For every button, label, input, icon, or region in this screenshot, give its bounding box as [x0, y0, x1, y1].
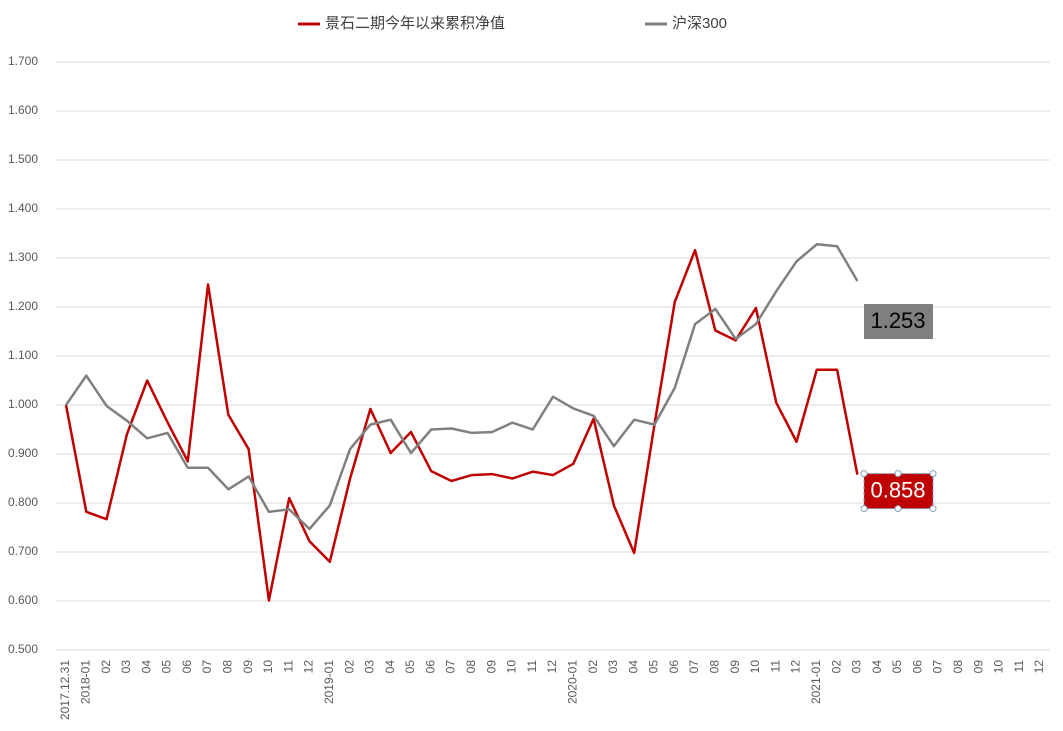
- x-tick-label: 10: [748, 660, 762, 674]
- x-tick-label: 02: [829, 660, 843, 674]
- y-tick-label: 0.600: [8, 593, 38, 607]
- selection-handle: [860, 505, 868, 513]
- x-tick-label: 07: [931, 660, 945, 674]
- y-tick-label: 0.700: [8, 544, 38, 558]
- x-tick-label: 2021-01: [809, 660, 823, 704]
- x-tick-label: 11: [281, 660, 295, 673]
- x-tick-label: 09: [484, 660, 498, 674]
- y-tick-label: 0.800: [8, 495, 38, 509]
- selection-handle: [860, 470, 868, 478]
- x-tick-label: 11: [1012, 660, 1026, 673]
- x-tick-label: 03: [363, 660, 377, 674]
- series-line: [64, 243, 859, 531]
- y-tick-label: 1.100: [8, 348, 38, 362]
- x-tick-label: 07: [200, 660, 214, 674]
- selection-handle: [894, 470, 902, 478]
- x-tick-label: 05: [160, 660, 174, 674]
- data-label: 1.253: [870, 308, 925, 333]
- x-tick-label: 05: [890, 660, 904, 674]
- x-tick-label: 11: [768, 660, 782, 673]
- y-tick-label: 1.300: [8, 250, 38, 264]
- x-tick-label: 12: [1032, 660, 1046, 674]
- x-tick-label: 10: [505, 660, 519, 674]
- y-tick-label: 1.000: [8, 397, 38, 411]
- x-tick-label: 07: [687, 660, 701, 674]
- x-tick-label: 04: [139, 660, 153, 674]
- x-tick-label: 11: [525, 660, 539, 673]
- selection-handle: [929, 470, 937, 478]
- data-label-box: [863, 473, 934, 510]
- x-tick-label: 06: [180, 660, 194, 674]
- series-line: [64, 248, 859, 602]
- x-tick-label: 2018-01: [78, 660, 92, 704]
- x-tick-label: 04: [626, 660, 640, 674]
- data-label-box: [864, 304, 933, 340]
- x-tick-label: 12: [545, 660, 559, 674]
- data-label: 0.858: [870, 477, 925, 502]
- legend-label: 景石二期今年以来累积净值: [325, 15, 505, 32]
- x-tick-label: 08: [464, 660, 478, 674]
- x-tick-label: 07: [444, 660, 458, 674]
- x-tick-label: 05: [647, 660, 661, 674]
- x-tick-label: 05: [403, 660, 417, 674]
- y-tick-label: 0.900: [8, 446, 38, 460]
- y-tick-label: 1.600: [8, 103, 38, 117]
- x-tick-label: 03: [606, 660, 620, 674]
- x-tick-label: 08: [221, 660, 235, 674]
- x-tick-label: 08: [951, 660, 965, 674]
- x-tick-label: 06: [910, 660, 924, 674]
- x-tick-label: 09: [241, 660, 255, 674]
- x-tick-label: 10: [261, 660, 275, 674]
- x-tick-label: 02: [99, 660, 113, 674]
- x-tick-label: 09: [971, 660, 985, 674]
- x-tick-label: 02: [342, 660, 356, 674]
- y-tick-label: 1.400: [8, 201, 38, 215]
- y-tick-label: 0.500: [8, 642, 38, 656]
- legend-label: 沪深300: [672, 15, 727, 32]
- y-tick-label: 1.700: [8, 54, 38, 68]
- x-tick-label: 04: [383, 660, 397, 674]
- x-tick-label: 02: [586, 660, 600, 674]
- x-tick-label: 09: [728, 660, 742, 674]
- x-tick-label: 12: [302, 660, 316, 674]
- y-tick-label: 1.500: [8, 152, 38, 166]
- selection-handle: [894, 505, 902, 513]
- x-tick-label: 06: [667, 660, 681, 674]
- x-tick-label: 2017.12.31: [58, 660, 72, 720]
- x-tick-label: 03: [850, 660, 864, 674]
- x-tick-label: 2019-01: [322, 660, 336, 704]
- x-tick-label: 10: [992, 660, 1006, 674]
- x-tick-label: 04: [870, 660, 884, 674]
- y-tick-label: 1.200: [8, 299, 38, 313]
- x-tick-label: 03: [119, 660, 133, 674]
- x-tick-label: 2020-01: [565, 660, 579, 704]
- x-tick-label: 06: [423, 660, 437, 674]
- selection-handle: [929, 505, 937, 513]
- x-tick-label: 12: [789, 660, 803, 674]
- x-tick-label: 08: [708, 660, 722, 674]
